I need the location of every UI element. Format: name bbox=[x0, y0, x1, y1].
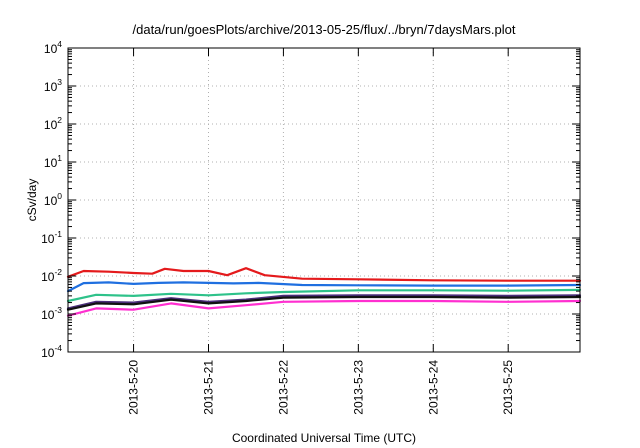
x-tick-label: 2013-5-20 bbox=[127, 360, 141, 415]
y-tick-label: 10-4 bbox=[41, 343, 62, 360]
x-tick-label: 2013-5-21 bbox=[201, 360, 215, 415]
chart-title: /data/run/goesPlots/archive/2013-05-25/f… bbox=[133, 22, 516, 37]
y-tick-label: 100 bbox=[44, 191, 62, 208]
x-tick-label: 2013-5-22 bbox=[276, 360, 290, 415]
x-tick-label: 2013-5-25 bbox=[501, 360, 515, 415]
x-tick-label: 2013-5-24 bbox=[426, 360, 440, 415]
y-tick-label: 104 bbox=[44, 39, 62, 56]
x-tick-label: 2013-5-23 bbox=[351, 360, 365, 415]
grid bbox=[68, 48, 580, 352]
series-line-6 bbox=[66, 299, 582, 317]
x-axis-label: Coordinated Universal Time (UTC) bbox=[232, 431, 416, 445]
y-tick-label: 102 bbox=[44, 115, 62, 132]
series-line-4 bbox=[66, 294, 582, 310]
y-axis-label: cSv/day bbox=[25, 179, 39, 222]
y-tick-label: 103 bbox=[44, 77, 62, 94]
series-group bbox=[66, 267, 582, 317]
y-tick-label: 10-2 bbox=[41, 267, 62, 284]
y-tick-label: 10-3 bbox=[41, 305, 62, 322]
series-line-5 bbox=[66, 295, 582, 311]
y-tick-label: 101 bbox=[44, 153, 62, 170]
ticks: 104 103 102 101 100 10-1 10-2 10-3 10-4 2013-5-20… bbox=[41, 39, 580, 415]
series-line-2 bbox=[66, 281, 582, 293]
series-line-1 bbox=[66, 267, 582, 282]
series-line-3 bbox=[66, 288, 582, 303]
y-tick-label: 10-1 bbox=[41, 229, 62, 246]
